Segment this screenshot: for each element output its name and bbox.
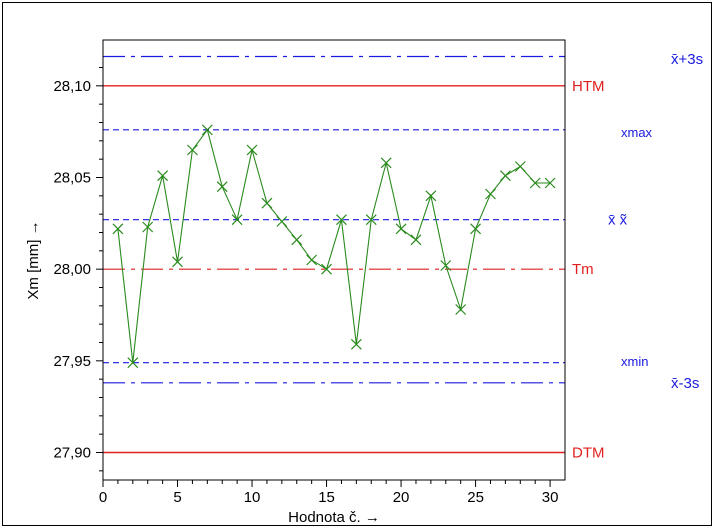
data-point-marker bbox=[231, 214, 243, 226]
data-point-marker bbox=[380, 157, 392, 169]
data-point-marker bbox=[336, 214, 347, 226]
tm-label: Tm bbox=[572, 261, 594, 278]
x-tick-label: 20 bbox=[393, 489, 410, 506]
x-tick-label: 0 bbox=[99, 489, 107, 506]
data-point-marker bbox=[201, 124, 213, 136]
data-point-marker bbox=[306, 254, 318, 266]
data-point-marker bbox=[186, 144, 198, 156]
data-point-marker bbox=[440, 260, 452, 271]
data-point-marker bbox=[261, 197, 273, 209]
axes bbox=[102, 39, 566, 481]
data-point-marker bbox=[157, 170, 169, 182]
data-point-marker bbox=[529, 177, 541, 189]
mean-label: x̄ x̃ bbox=[608, 212, 628, 229]
data-point-marker bbox=[365, 214, 377, 226]
data-point-marker bbox=[455, 304, 467, 315]
data-point-marker bbox=[142, 221, 154, 233]
data-point-marker bbox=[216, 181, 228, 193]
data-point-marker bbox=[410, 234, 422, 246]
data-point-marker bbox=[350, 338, 362, 350]
y-tick-label: 28,00 bbox=[53, 261, 91, 278]
xmin-label: xmin bbox=[621, 354, 648, 369]
lcl-label: x̄-3s bbox=[671, 375, 699, 392]
x-ticks: 0 5 10 15 20 25 30 bbox=[99, 480, 559, 506]
measurement-series bbox=[112, 124, 556, 369]
data-point-marker bbox=[499, 170, 511, 182]
htm-label: HTM bbox=[572, 78, 605, 95]
data-point-marker bbox=[321, 263, 332, 275]
data-point-marker bbox=[395, 223, 407, 235]
data-point-marker bbox=[172, 256, 183, 268]
reference-lines bbox=[103, 55, 565, 454]
y-tick-label: 27,95 bbox=[53, 353, 91, 370]
data-point-marker bbox=[127, 357, 139, 369]
y-tick-label: 28,10 bbox=[53, 78, 91, 95]
x-tick-label: 30 bbox=[542, 489, 559, 506]
data-point-marker bbox=[425, 190, 437, 202]
x-tick-label: 5 bbox=[173, 489, 181, 506]
data-point-marker bbox=[291, 234, 303, 246]
dtm-label: DTM bbox=[572, 445, 605, 462]
y-tick-label: 28,05 bbox=[53, 170, 91, 187]
plot-area-border bbox=[102, 39, 566, 481]
x-axis-label: Hodnota č. → bbox=[288, 509, 380, 526]
y-tick-label: 27,90 bbox=[53, 445, 91, 462]
x-tick-label: 15 bbox=[318, 489, 335, 506]
y-ticks: 27,90 27,95 28,00 28,05 28,10 bbox=[53, 67, 103, 472]
reference-labels: x̄+3s HTM xmax x̄ x̃ Tm xmin x̄-3s DTM bbox=[572, 51, 703, 462]
data-point-marker bbox=[470, 223, 482, 235]
data-point-marker bbox=[112, 223, 124, 235]
data-point-marker bbox=[544, 177, 556, 189]
x-tick-label: 10 bbox=[244, 489, 261, 506]
xmax-label: xmax bbox=[621, 125, 653, 140]
y-axis-label: Xm [mm] → bbox=[25, 220, 42, 299]
data-point-marker bbox=[246, 144, 258, 156]
x-tick-label: 25 bbox=[467, 489, 484, 506]
data-point-marker bbox=[514, 161, 526, 172]
series-line bbox=[117, 128, 551, 363]
data-point-marker bbox=[485, 188, 496, 200]
data-point-marker bbox=[276, 216, 288, 227]
ucl-label: x̄+3s bbox=[671, 51, 703, 68]
